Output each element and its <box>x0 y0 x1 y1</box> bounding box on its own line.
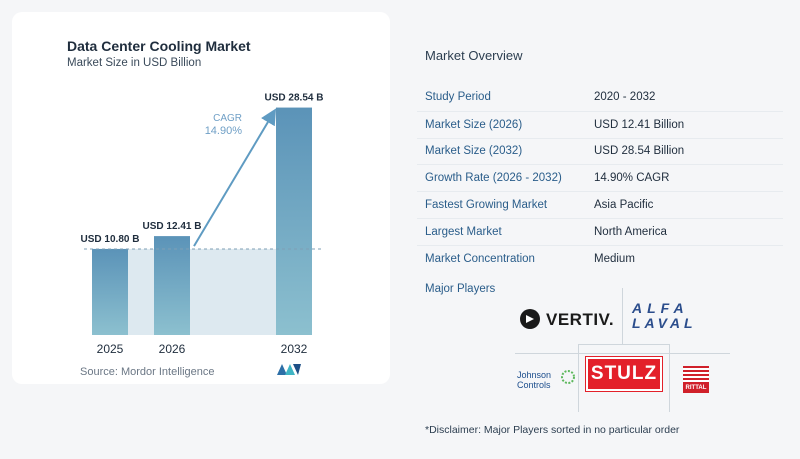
overview-label: Market Size (2032) <box>425 145 523 158</box>
overview-value: USD 12.41 Billion <box>594 118 685 131</box>
overview-value: North America <box>594 225 667 238</box>
logo-divider <box>669 344 670 412</box>
vertiv-logo: VERTIV. <box>519 307 619 331</box>
chart-subtitle: Market Size in USD Billion <box>67 57 202 69</box>
alfa-laval-logo: ALFA LAVAL <box>632 301 718 335</box>
overview-value: Asia Pacific <box>594 199 654 212</box>
x-tick-label: 2026 <box>159 342 186 356</box>
overview-value: Medium <box>594 252 635 265</box>
johnson-controls-logo: Johnson Controls <box>517 370 577 400</box>
overview-label: Study Period <box>425 91 491 104</box>
source-text: Source: Mordor Intelligence <box>80 366 215 378</box>
alfa-laval-bottom: LAVAL <box>632 315 697 331</box>
logo-divider <box>515 353 730 354</box>
bar <box>276 107 312 336</box>
overview-row: Growth Rate (2026 - 2032) 14.90% CAGR <box>417 164 783 191</box>
x-tick-label: 2032 <box>281 342 308 356</box>
overview-label: Market Size (2026) <box>425 118 523 131</box>
overview-row: Market Concentration Medium <box>417 244 783 272</box>
rittal-logo: RITTAL <box>683 366 709 394</box>
johnson-controls-line1: Johnson <box>517 370 552 380</box>
overview-value: USD 28.54 Billion <box>594 145 685 158</box>
data-label: USD 12.41 B <box>143 221 202 232</box>
overview-row: Market Size (2032) USD 28.54 Billion <box>417 137 783 165</box>
bar <box>92 248 128 335</box>
overview-row: Study Period 2020 - 2032 <box>417 84 783 111</box>
overview-label: Largest Market <box>425 225 502 238</box>
market-overview-table: Study Period 2020 - 2032 Market Size (20… <box>417 84 783 272</box>
overview-row: Largest Market North America <box>417 217 783 245</box>
johnson-controls-line2: Controls <box>517 380 551 390</box>
x-tick-label: 2025 <box>97 342 124 356</box>
logo-divider <box>622 288 623 344</box>
data-label: USD 28.54 B <box>265 93 324 104</box>
vertiv-symbol-icon <box>520 309 540 329</box>
overview-row: Market Size (2026) USD 12.41 Billion <box>417 110 783 138</box>
stulz-logo: STULZ <box>585 356 663 392</box>
cagr-arrow <box>193 108 277 247</box>
chart-title: Data Center Cooling Market <box>67 38 251 54</box>
alfa-laval-top: ALFA <box>632 300 689 316</box>
market-overview-title: Market Overview <box>425 48 523 63</box>
rittal-stripes-icon <box>683 366 709 384</box>
johnson-controls-swirl-icon <box>561 370 575 384</box>
cagr-label: CAGR <box>213 113 242 124</box>
stulz-wordmark: STULZ <box>590 363 658 384</box>
logo-divider <box>578 344 579 412</box>
cagr-value: 14.90% <box>205 125 243 137</box>
major-players-title: Major Players <box>425 283 496 295</box>
overview-row: Fastest Growing Market Asia Pacific <box>417 191 783 218</box>
logo-divider <box>578 344 669 345</box>
overview-label: Growth Rate (2026 - 2032) <box>425 172 562 185</box>
mordor-intelligence-logo-icon <box>277 364 301 375</box>
overview-label: Market Concentration <box>425 252 535 265</box>
overview-label: Fastest Growing Market <box>425 199 548 212</box>
overview-value: 14.90% CAGR <box>594 172 670 185</box>
bar <box>154 236 190 335</box>
rittal-wordmark: RITTAL <box>683 384 709 393</box>
disclaimer-text: *Disclaimer: Major Players sorted in no … <box>425 424 680 436</box>
overview-value: 2020 - 2032 <box>594 91 656 104</box>
data-label: USD 10.80 B <box>81 234 140 245</box>
vertiv-wordmark: VERTIV. <box>546 310 615 329</box>
